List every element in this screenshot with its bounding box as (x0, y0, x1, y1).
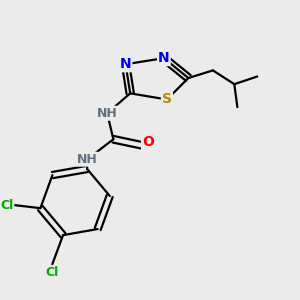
Text: N: N (158, 51, 170, 65)
Text: O: O (142, 135, 154, 149)
Text: NH: NH (77, 153, 98, 166)
Text: Cl: Cl (0, 199, 13, 212)
Text: NH: NH (97, 107, 118, 120)
Text: S: S (162, 92, 172, 106)
Text: Cl: Cl (46, 266, 59, 279)
Text: N: N (120, 57, 131, 71)
